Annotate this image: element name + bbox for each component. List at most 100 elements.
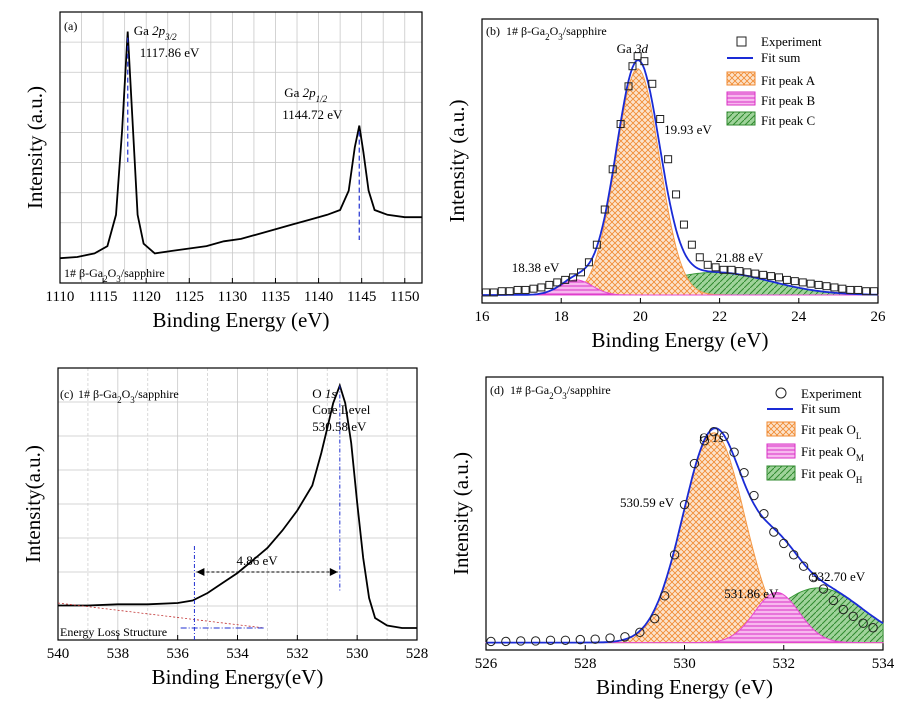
legend-swatch — [766, 443, 796, 459]
experiment-point — [798, 278, 807, 287]
experiment-point — [592, 240, 601, 249]
legend-swatch — [726, 71, 756, 86]
experiment-point — [838, 284, 847, 293]
sample-subscript: 2 — [117, 395, 122, 405]
experiment-point — [672, 190, 681, 199]
sample-label: 1# β-Ga2O3/sapphire — [64, 266, 165, 284]
peak-orbital: 2p — [303, 85, 317, 100]
experiment-point — [656, 115, 665, 124]
sample-label: 1# β-Ga2O3/sapphire — [78, 387, 179, 405]
experiment-point — [584, 258, 593, 267]
plot-frame — [481, 18, 879, 304]
experiment-point — [624, 82, 633, 91]
x-tick-label: 24 — [791, 309, 807, 325]
energy-loss-structure-label: Energy Loss Structure — [60, 625, 167, 639]
experiment-point — [695, 253, 704, 262]
sample-text: O — [108, 266, 117, 280]
experiment-point — [739, 468, 749, 478]
experiment-point — [486, 636, 496, 647]
legend-label: Fit peak OL — [801, 422, 861, 441]
experiment-point — [769, 527, 779, 537]
core-element: Ga — [617, 41, 635, 56]
y-axis-title: Intensity (a.u.) — [445, 99, 469, 222]
experiment-point — [735, 267, 744, 276]
sample-text: O — [550, 24, 559, 38]
experiment-point — [862, 287, 871, 296]
experiment-point — [521, 285, 530, 294]
legend-swatch — [766, 421, 796, 437]
x-tick-label: 1115 — [89, 289, 118, 305]
sample-subscript: 2 — [549, 391, 554, 401]
experiment-point — [648, 79, 657, 88]
x-tick-label: 528 — [406, 646, 429, 662]
sample-text: 1# β-Ga — [510, 383, 550, 397]
experiment-point — [854, 285, 863, 294]
peak-energy-label: 1144.72 eV — [282, 107, 343, 122]
panel-label: (a) — [64, 19, 77, 33]
legend-label: Fit sum — [801, 401, 840, 416]
series-line — [58, 382, 417, 629]
experiment-point — [711, 263, 720, 272]
experiment-point — [659, 591, 670, 601]
experiment-point — [569, 273, 578, 282]
experiment-point — [828, 595, 839, 606]
experiment-point — [505, 287, 514, 296]
peak-label: 530.59 eV — [620, 495, 675, 510]
experiment-point — [687, 240, 696, 249]
x-axis-title: Binding Energy (eV) — [596, 675, 773, 699]
experiment-point — [806, 279, 815, 288]
arrowhead-right — [329, 568, 338, 576]
sample-label: 1# β-Ga2O3/sapphire — [510, 383, 611, 401]
core-orbital: 3d — [634, 41, 649, 56]
experiment-point — [751, 269, 760, 278]
panel-b: 16 18 20 22 24 26 Binding Energy (eV) Intensity… — [445, 18, 886, 352]
x-tick-label: 16 — [475, 309, 491, 325]
legend-subscript: M — [856, 453, 864, 463]
y-axis-title: Intensity(a.u.) — [21, 445, 45, 563]
y-axis-title: Intensity (a.u.) — [449, 452, 473, 575]
core-level-label: Core Level — [312, 402, 371, 417]
experiment-point — [608, 165, 617, 174]
peak-name: Ga 2p3/2 — [134, 23, 177, 42]
experiment-point — [779, 538, 789, 549]
experiment-point — [868, 623, 878, 633]
sample-subscript: 3 — [130, 395, 135, 405]
experiment-point — [575, 634, 585, 645]
panel-label: (c) — [60, 387, 73, 401]
experiment-point — [749, 490, 759, 501]
experiment-point — [719, 431, 729, 441]
experiment-point — [759, 509, 769, 519]
experiment-point — [798, 561, 809, 571]
experiment-point — [513, 285, 522, 294]
peak-name: Ga 2p1/2 — [284, 85, 327, 104]
core-element: O — [312, 386, 325, 401]
legend-label: Fit peak A — [761, 73, 816, 88]
sample-subscript: 3 — [558, 32, 563, 42]
experiment-point — [729, 447, 739, 457]
peak-subscript: 1/2 — [316, 94, 328, 104]
experiment-point — [858, 618, 868, 628]
experiment-point — [818, 584, 829, 594]
legend-text: Fit peak O — [801, 422, 856, 437]
peak-element: Ga — [284, 85, 302, 100]
experiment-point — [830, 283, 839, 292]
legend-label: Fit peak B — [761, 93, 815, 108]
panel-d: 526 528 530 532 534 Binding Energy (eV) Intens… — [449, 376, 895, 699]
x-tick-label: 534 — [872, 656, 895, 672]
experiment-point — [590, 634, 600, 644]
x-tick-label: 1145 — [347, 289, 376, 305]
experiment-point — [727, 265, 736, 274]
sample-subscript: 3 — [562, 391, 567, 401]
core-element: O — [699, 430, 712, 445]
legend-text: Fit peak O — [801, 444, 856, 459]
loss-baseline — [57, 602, 265, 629]
x-tick-label: 1130 — [218, 289, 247, 305]
experiment-point — [577, 268, 585, 277]
experiment-point — [553, 278, 562, 287]
arrowhead-left — [196, 568, 205, 576]
legend-label: Experiment — [801, 386, 862, 401]
legend-marker-experiment — [775, 387, 787, 399]
experiment-point — [814, 280, 823, 289]
experiment-point — [600, 205, 609, 214]
